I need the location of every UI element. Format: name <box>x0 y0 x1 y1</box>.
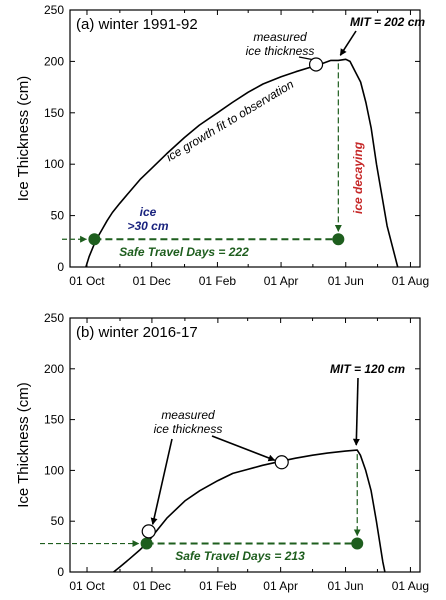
safe-travel-end-point <box>332 233 345 246</box>
x-tick-label: 01 Apr <box>264 274 299 288</box>
x-tick-label: 01 Jun <box>328 274 364 288</box>
y-tick-label: 200 <box>44 362 64 376</box>
x-tick-label: 01 Aug <box>392 579 429 593</box>
y-tick-label: 0 <box>57 260 64 274</box>
y-tick-label: 0 <box>57 565 64 579</box>
x-tick-label: 01 Aug <box>392 274 429 288</box>
panel-a: 0 50 100 150 200 250 01 Oct 01 Dec 01 Feb 01 Apr 0… <box>15 3 429 288</box>
mit-label: MIT = 120 cm <box>330 362 405 376</box>
safe-travel-end-point <box>351 537 364 550</box>
plot-frame <box>69 317 421 573</box>
y-tick-label: 50 <box>51 209 65 223</box>
panel-b: 0 50 100 150 200 250 01 Oct 01 Dec 01 Feb 01 Apr 0… <box>15 311 429 593</box>
measured-label-line1: measured <box>161 408 215 422</box>
measured-label-line2: ice thickness <box>154 422 223 436</box>
ice-thickness-curve <box>85 58 399 268</box>
y-tick-label: 250 <box>44 3 64 17</box>
measured-leader <box>298 56 313 61</box>
ice-label-line2: >30 cm <box>127 219 168 233</box>
safe-travel-start-point <box>88 233 101 246</box>
y-tick-label: 50 <box>51 514 65 528</box>
x-tick-label: 01 Apr <box>263 579 298 593</box>
y-tick-label: 250 <box>44 311 64 325</box>
measured-label-line2: ice thickness <box>246 44 315 58</box>
y-tick-label: 150 <box>44 413 64 427</box>
x-tick-label: 01 Jun <box>328 579 364 593</box>
safe-travel-label: Safe Travel Days = 222 <box>119 245 249 259</box>
x-tick-label: 01 Oct <box>69 579 105 593</box>
y-tick-label: 200 <box>44 54 64 68</box>
panel-title: (b) winter 2016-17 <box>76 324 198 341</box>
x-tick-label: 01 Dec <box>133 274 171 288</box>
ice-label-line1: ice <box>140 205 157 219</box>
measured-point <box>274 455 289 470</box>
measured-arrow-1 <box>150 438 173 526</box>
fit-label: ice growth fit to observation <box>164 77 297 164</box>
x-tick-label: 01 Feb <box>199 274 237 288</box>
y-axis-label: Ice Thickness (cm) <box>15 76 32 202</box>
measured-point <box>308 57 324 72</box>
measured-label-line1: measured <box>253 30 307 44</box>
x-tick-label: 01 Dec <box>133 579 171 593</box>
safe-travel-label: Safe Travel Days = 213 <box>175 549 305 563</box>
x-tick-label: 01 Feb <box>199 579 237 593</box>
x-tick-label: 01 Oct <box>69 274 105 288</box>
measured-arrow-2 <box>211 435 276 462</box>
y-axis-label: Ice Thickness (cm) <box>15 382 32 508</box>
safe-travel-start-point <box>140 537 153 550</box>
y-tick-label: 100 <box>44 157 64 171</box>
mit-label: MIT = 202 cm <box>350 15 425 29</box>
mit-arrow <box>339 30 357 56</box>
y-tick-label: 100 <box>44 463 64 477</box>
plot-frame <box>69 9 421 268</box>
mit-arrow <box>352 377 360 446</box>
measured-point <box>141 524 156 539</box>
ice-decaying-label: ice decaying <box>351 141 365 214</box>
y-tick-label: 150 <box>44 106 64 120</box>
panel-title: (a) winter 1991-92 <box>76 16 198 33</box>
